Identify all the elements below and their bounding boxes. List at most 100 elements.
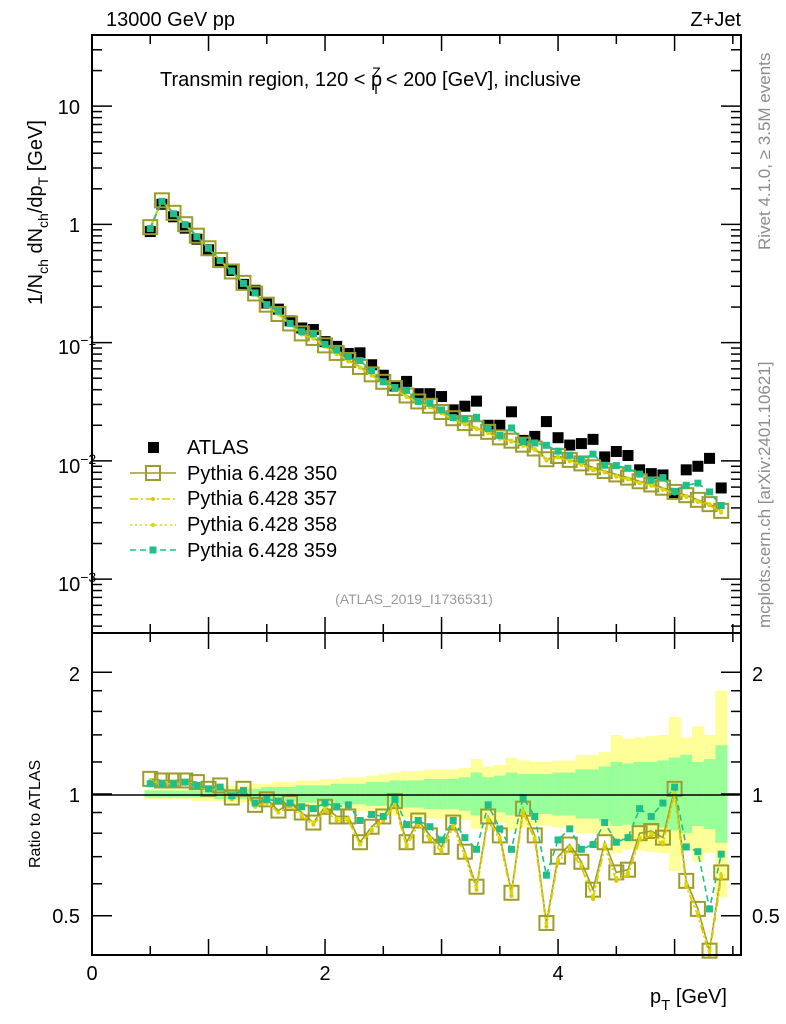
band-stat <box>191 790 204 798</box>
ratio-point-358 <box>357 842 362 847</box>
ratio-point-359 <box>356 817 364 825</box>
ratio-point-358 <box>625 870 630 875</box>
main-point-359 <box>391 384 399 392</box>
main-point-350 <box>188 227 205 244</box>
band-stat <box>633 761 646 827</box>
legend-label: Pythia 6.428 359 <box>187 540 337 562</box>
atlas-point <box>704 452 716 464</box>
main-point-359 <box>438 406 446 414</box>
ylabel-part: /dp <box>25 185 47 213</box>
main-point-359 <box>146 225 154 233</box>
side-text-bottom: mcplots.cern.ch [arXiv:2401.10621] <box>755 362 774 628</box>
ylabel-part: ch <box>35 213 51 228</box>
band-stat <box>470 772 483 816</box>
ratio-tick-label-right: 1 <box>752 785 763 807</box>
ylabel-part: dN <box>25 228 47 259</box>
atlas-point <box>610 446 622 458</box>
title-sub: T <box>372 81 381 97</box>
legend-label: Pythia 6.428 357 <box>187 488 337 510</box>
ratio-point-358 <box>684 881 689 886</box>
band-stat <box>272 787 285 801</box>
main-point-358 <box>509 438 514 443</box>
ratio-point-350 <box>223 789 240 806</box>
ratio-point-358 <box>695 910 700 915</box>
main-point-358 <box>404 394 409 399</box>
main-point-358 <box>684 494 689 499</box>
atlas-point <box>634 464 646 476</box>
atlas-point <box>447 404 459 416</box>
ratio-point-358 <box>532 835 537 840</box>
ratio-y-axis-label: Ratio to ATLAS <box>27 760 44 868</box>
ratio-point-359 <box>484 801 492 809</box>
main-point-350 <box>293 325 310 342</box>
ratio-point-359 <box>519 794 527 802</box>
main-point-359 <box>321 340 329 348</box>
x-tick-label: 0 <box>86 963 97 985</box>
band-stat <box>680 754 693 834</box>
ratio-point-359 <box>298 803 306 811</box>
y-tick-exp: −3 <box>80 569 96 585</box>
main-point-359 <box>228 267 236 275</box>
atlas-point <box>575 438 587 450</box>
ratio-point-350 <box>468 878 485 895</box>
ratio-point-350 <box>480 808 497 825</box>
ratio-point-350 <box>153 772 170 789</box>
main-point-359 <box>624 464 632 472</box>
main-point-350 <box>235 274 252 291</box>
legend-label: Pythia 6.428 358 <box>187 514 337 536</box>
ratio-point-359 <box>717 850 725 858</box>
ratio-point-359 <box>228 792 236 800</box>
ratio-point-357 <box>614 878 619 883</box>
main-point-359 <box>379 378 387 386</box>
ratio-point-350 <box>165 772 182 789</box>
ratio-point-359 <box>379 812 387 820</box>
band-stat <box>214 788 227 800</box>
band-stat <box>412 780 425 808</box>
main-point-359 <box>368 367 376 375</box>
ratio-tick-label-left: 1 <box>69 785 80 807</box>
atlas-point <box>552 432 564 444</box>
main-point-359 <box>566 451 574 459</box>
main-point-359 <box>298 328 306 336</box>
ratio-point-358 <box>474 884 479 889</box>
atlas-point <box>505 406 517 418</box>
legend-marker <box>151 523 155 527</box>
xlabel-rest: [GeV] <box>670 986 727 1008</box>
band-stat <box>330 783 344 805</box>
ratio-point-350 <box>212 777 229 794</box>
y-tick-label: 10−1 <box>58 332 96 359</box>
band-stat <box>622 763 635 825</box>
ratio-point-358 <box>404 842 409 847</box>
main-point-358 <box>614 474 619 479</box>
ratio-point-359 <box>507 845 515 853</box>
main-point-358 <box>695 498 700 503</box>
main-point-359 <box>309 330 317 338</box>
y-tick-label: 10−2 <box>58 451 96 478</box>
x-tick-label: 2 <box>319 963 330 985</box>
band-stat <box>400 780 413 808</box>
title-main: Transmin region, 120 < p <box>160 69 382 91</box>
main-point-350 <box>165 204 182 221</box>
main-point-358 <box>474 426 479 431</box>
analysis-id: (ATLAS_2019_I1736531) <box>335 591 493 607</box>
main-point-359 <box>671 487 679 495</box>
ratio-point-350 <box>503 884 520 901</box>
main-point-358 <box>567 458 572 463</box>
main-point-359 <box>484 424 492 432</box>
ratio-point-357 <box>544 924 549 929</box>
band-stat <box>284 787 297 801</box>
main-point-350 <box>247 285 264 302</box>
ratio-point-358 <box>556 857 561 862</box>
legend-marker <box>145 465 161 481</box>
band-stat <box>587 769 600 819</box>
main-point-359 <box>554 447 562 455</box>
main-point-359 <box>694 479 702 487</box>
main-point-358 <box>462 421 467 426</box>
main-point-359 <box>344 353 352 361</box>
ratio-point-359 <box>251 799 259 807</box>
main-point-350 <box>270 305 287 322</box>
atlas-point <box>529 430 541 442</box>
band-stat <box>552 772 565 816</box>
atlas-point <box>296 322 308 334</box>
ratio-point-358 <box>509 890 514 895</box>
